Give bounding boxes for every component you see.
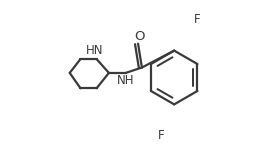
Text: O: O [134,30,145,43]
Text: F: F [194,13,201,26]
Text: HN: HN [86,44,104,57]
Text: F: F [158,129,165,142]
Text: NH: NH [117,74,134,87]
